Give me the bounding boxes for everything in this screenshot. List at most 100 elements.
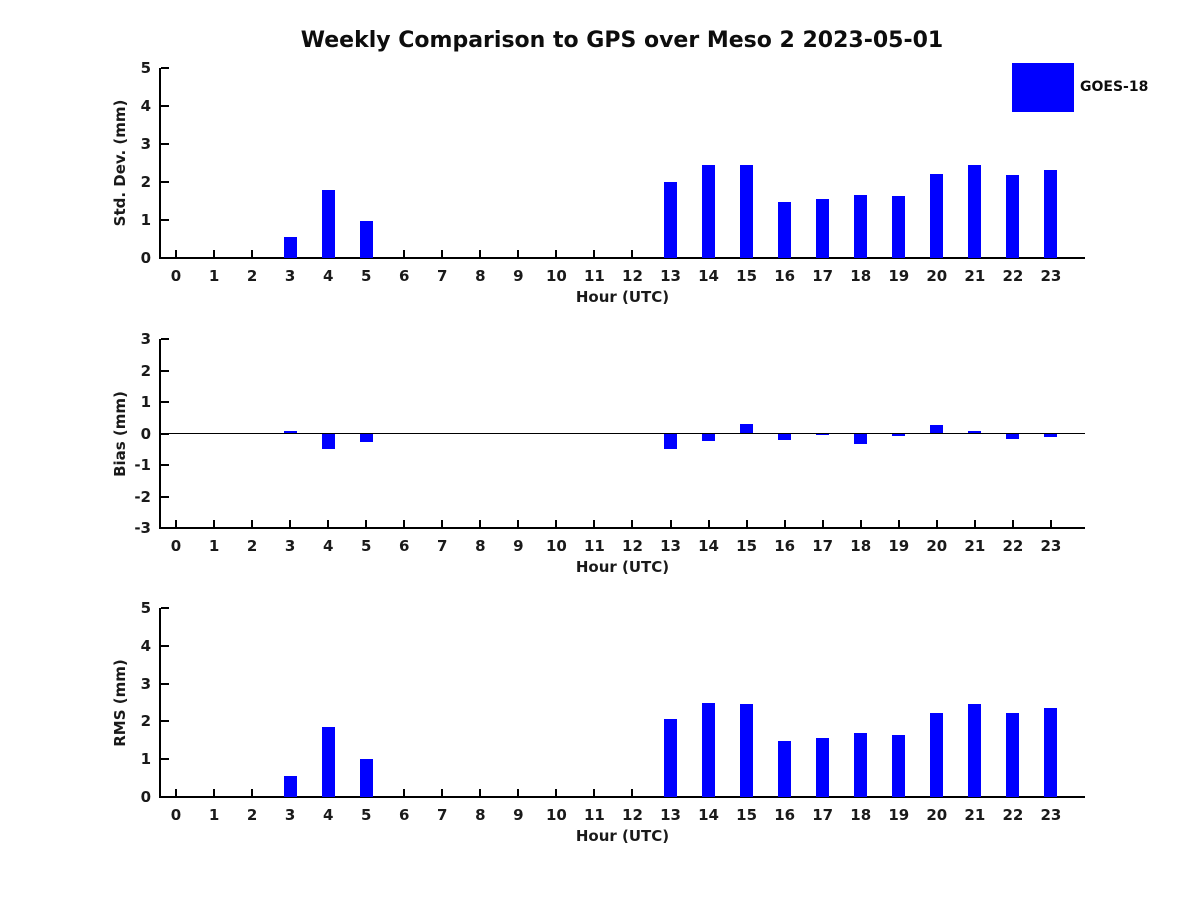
x-tick [555, 250, 558, 258]
x-tick-label: 12 [622, 806, 643, 824]
y-tick-label: 4 [140, 97, 151, 115]
y-tick [161, 401, 169, 403]
y-tick-label: 2 [140, 361, 151, 380]
y-tick [161, 758, 169, 761]
x-tick-label: 20 [926, 806, 948, 824]
bar [359, 220, 373, 258]
x-tick-label: 16 [774, 267, 796, 285]
y-tick-label: 0 [140, 788, 151, 806]
x-tick-label: 11 [584, 267, 605, 285]
chart-title: Weekly Comparison to GPS over Meso 2 202… [300, 28, 944, 53]
bar [892, 735, 906, 797]
x-tick-label: 15 [736, 537, 758, 555]
x-tick-label: 7 [437, 267, 448, 285]
x-tick-label: 18 [850, 267, 872, 285]
bar [702, 433, 716, 441]
x-tick-label: 21 [964, 806, 986, 824]
x-tick-label: 3 [284, 267, 296, 285]
x-tick [517, 520, 520, 528]
x-tick [479, 520, 482, 528]
x-tick-label: 13 [660, 537, 681, 555]
x-tick-label: 4 [322, 267, 334, 285]
bar [740, 165, 754, 258]
x-tick-label: 16 [774, 806, 796, 824]
x-tick-label: 14 [698, 537, 719, 555]
bar [930, 424, 944, 434]
y-tick-label: 4 [140, 636, 151, 655]
x-tick-label: 5 [360, 806, 372, 824]
y-tick [161, 369, 169, 372]
x-tick [479, 250, 482, 258]
x-tick-label: 19 [888, 806, 910, 824]
y-tick [161, 105, 169, 107]
x-tick-label: 23 [1040, 806, 1062, 824]
x-axis-label: Hour (UTC) [575, 288, 670, 306]
x-tick-label: 7 [437, 806, 448, 824]
x-tick-label: 6 [399, 806, 410, 824]
x-tick-label: 10 [545, 267, 567, 285]
x-tick [251, 520, 254, 528]
x-tick-label: 15 [736, 267, 758, 285]
x-tick [213, 520, 216, 528]
x-tick-label: 17 [812, 537, 834, 555]
bar [854, 194, 868, 258]
x-tick [213, 250, 216, 258]
x-axis-label: Hour (UTC) [575, 827, 670, 845]
bar [1044, 169, 1058, 258]
x-tick-label: 1 [208, 537, 220, 555]
x-tick [669, 520, 672, 528]
bar [740, 424, 754, 434]
y-tick [161, 338, 169, 340]
x-tick [365, 520, 368, 528]
zero-line [160, 432, 1085, 435]
y-tick-label: 1 [140, 750, 151, 769]
legend-swatch-goes18 [1012, 63, 1074, 112]
x-tick-label: 11 [584, 537, 605, 555]
x-tick-label: 5 [360, 267, 372, 285]
y-tick-label: 5 [140, 59, 151, 77]
x-tick-label: 0 [170, 537, 182, 555]
x-tick-label: 23 [1040, 267, 1062, 285]
bar [930, 174, 944, 258]
bar [283, 430, 297, 434]
y-tick [161, 644, 169, 647]
bar [968, 431, 982, 434]
y-tick [161, 464, 169, 466]
legend-label-goes18: GOES-18 [1080, 79, 1149, 95]
x-tick [859, 520, 862, 528]
x-tick-label: 2 [246, 267, 258, 285]
bar [778, 740, 792, 797]
x-tick [441, 520, 444, 528]
y-tick [161, 432, 169, 435]
x-tick-label: 0 [170, 806, 182, 824]
x-axis-line [159, 796, 1085, 798]
bar [321, 190, 335, 258]
bar [930, 712, 944, 797]
x-tick [175, 789, 177, 797]
x-tick [441, 250, 444, 258]
x-tick-label: 1 [208, 806, 220, 824]
x-tick [403, 789, 406, 797]
x-axis-label: Hour (UTC) [575, 558, 670, 576]
x-tick-label: 10 [545, 537, 567, 555]
x-tick [745, 520, 748, 528]
x-tick-label: 3 [284, 537, 296, 555]
x-tick-label: 10 [545, 806, 567, 824]
y-axis-line [159, 68, 161, 258]
bar [283, 775, 297, 797]
y-tick [161, 495, 169, 498]
x-tick-label: 6 [399, 267, 410, 285]
x-tick-label: 20 [926, 537, 948, 555]
x-tick [175, 250, 177, 258]
x-tick [631, 789, 634, 797]
x-axis-line [159, 257, 1085, 259]
bar [1006, 174, 1020, 258]
bar [664, 719, 678, 797]
x-tick-label: 8 [475, 267, 486, 285]
bar [1006, 713, 1020, 797]
x-tick-label: 4 [322, 806, 334, 824]
y-tick [161, 143, 169, 145]
x-tick [707, 520, 710, 528]
x-tick-label: 18 [850, 806, 872, 824]
x-tick-label: 21 [964, 537, 986, 555]
